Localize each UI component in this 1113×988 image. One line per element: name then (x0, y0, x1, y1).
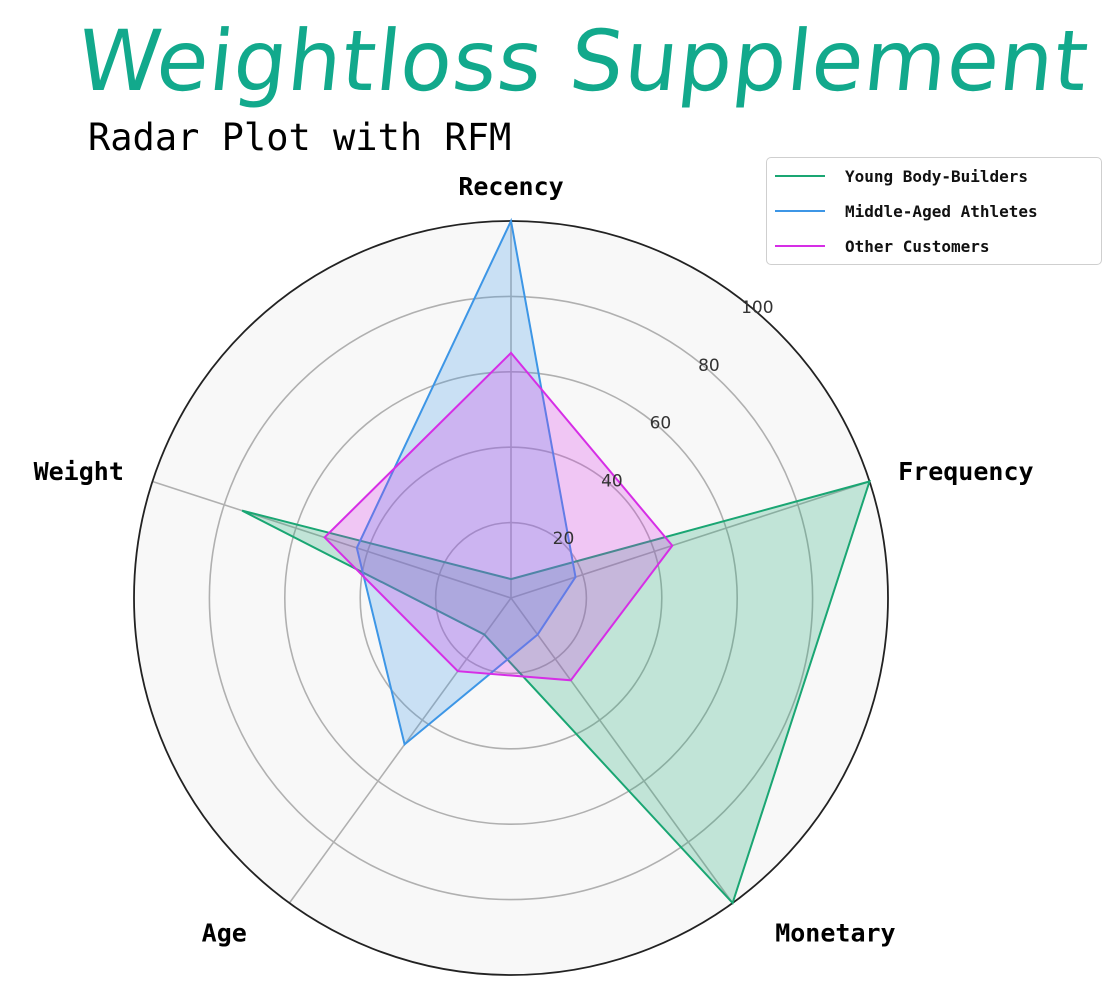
axis-label-recency: Recency (458, 172, 563, 201)
grid-spoke (510, 597, 734, 904)
grid-spoke (510, 480, 870, 599)
series-line-0 (241, 480, 872, 905)
radial-tick-label: 40 (601, 472, 623, 492)
legend-item-other-customers: Other Customers (775, 234, 990, 258)
radial-tick-label: 20 (553, 529, 575, 549)
legend-label: Other Customers (845, 236, 990, 256)
legend-swatch (775, 175, 825, 177)
axis-label-monetary: Monetary (775, 918, 895, 947)
chart-subtitle: Radar Plot with RFM (88, 116, 512, 159)
series-fill-2 (324, 352, 673, 681)
radial-tick-label: 80 (698, 356, 720, 376)
axis-label-weight: Weight (34, 457, 124, 486)
axis-label-age: Age (202, 918, 247, 947)
axis-label-frequency: Frequency (898, 457, 1033, 486)
legend-swatch (775, 210, 825, 212)
radial-tick-label: 100 (741, 298, 773, 318)
legend-label: Young Body-Builders (845, 166, 1029, 186)
series-line-2 (323, 351, 674, 682)
radial-tick-label: 60 (650, 414, 672, 434)
series-fill-0 (242, 481, 870, 903)
grid-spoke (152, 480, 512, 599)
grid-spoke (288, 597, 512, 904)
legend-item-middle-aged-athletes: Middle-Aged Athletes (775, 199, 1038, 223)
series-line-1 (355, 217, 577, 747)
series-fill-1 (356, 221, 576, 745)
chart-legend: Young Body-Builders Middle-Aged Athletes… (766, 157, 1102, 265)
legend-item-young-body-builders: Young Body-Builders (775, 164, 1028, 188)
legend-swatch (775, 245, 825, 247)
legend-label: Middle-Aged Athletes (845, 201, 1038, 221)
